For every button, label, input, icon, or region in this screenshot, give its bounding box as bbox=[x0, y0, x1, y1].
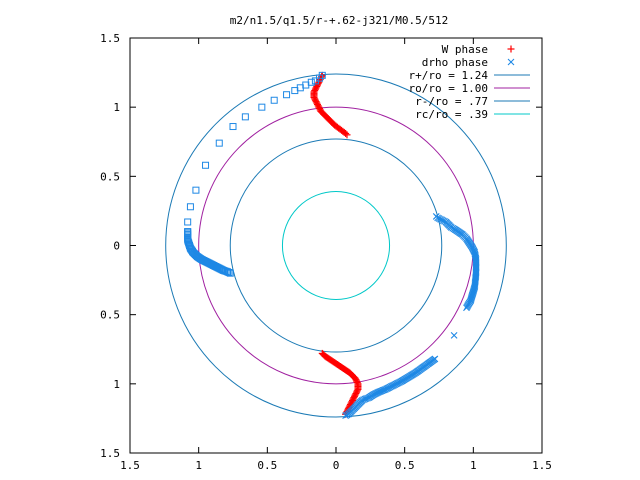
y-tick-label: 1 bbox=[113, 378, 120, 391]
legend-marker bbox=[507, 58, 515, 66]
legend-label: ro/ro = 1.00 bbox=[409, 82, 488, 95]
legend-marker bbox=[507, 45, 515, 53]
circle-1 bbox=[198, 106, 474, 385]
point bbox=[311, 77, 319, 85]
y-tick-label: 0.5 bbox=[100, 170, 120, 183]
point bbox=[229, 123, 237, 131]
series-1 bbox=[342, 213, 480, 420]
point bbox=[283, 91, 291, 99]
x-tick-label: 1 bbox=[470, 459, 477, 472]
x-tick-label: 0.5 bbox=[257, 459, 277, 472]
legend-label: drho phase bbox=[422, 56, 488, 69]
x-tick-label: 1.5 bbox=[120, 459, 140, 472]
point bbox=[184, 218, 192, 226]
y-tick-label: 1.5 bbox=[100, 32, 120, 45]
point bbox=[343, 131, 351, 139]
chart-title: m2/n1.5/q1.5/r-+.62-j321/M0.5/512 bbox=[230, 14, 449, 27]
circle-0 bbox=[165, 73, 507, 418]
y-tick-label: 0 bbox=[113, 240, 120, 253]
point bbox=[215, 139, 223, 147]
data-points bbox=[184, 71, 480, 420]
point bbox=[225, 268, 233, 276]
circle-3 bbox=[281, 191, 391, 300]
point bbox=[241, 113, 249, 121]
point bbox=[192, 186, 200, 194]
x-tick-label: 0 bbox=[333, 459, 340, 472]
point bbox=[450, 332, 458, 339]
y-tick-label: 1 bbox=[113, 101, 120, 114]
circle-2 bbox=[229, 138, 443, 353]
point bbox=[291, 87, 299, 95]
point bbox=[226, 269, 234, 277]
series-0 bbox=[310, 71, 362, 418]
point bbox=[432, 213, 440, 220]
legend-label: W phase bbox=[442, 43, 488, 56]
series-2 bbox=[184, 71, 326, 277]
x-tick-label: 1 bbox=[195, 459, 202, 472]
point bbox=[202, 161, 210, 169]
x-tick-label: 0.5 bbox=[395, 459, 415, 472]
point bbox=[186, 203, 194, 211]
point bbox=[431, 355, 439, 363]
point bbox=[258, 103, 266, 111]
y-tick-label: 1.5 bbox=[100, 447, 120, 460]
legend-label: r-/ro = .77 bbox=[415, 95, 488, 108]
point bbox=[270, 96, 278, 104]
axis-ticks: 1.5 1 0.5 0 0.5 1 1.51.510.500.511.5 bbox=[100, 32, 552, 472]
point bbox=[218, 266, 226, 274]
y-tick-label: 0.5 bbox=[100, 309, 120, 322]
point bbox=[342, 129, 350, 137]
x-tick-label: 1.5 bbox=[532, 459, 552, 472]
legend-label: r+/ro = 1.24 bbox=[409, 69, 489, 82]
legend-label: rc/ro = .39 bbox=[415, 108, 488, 121]
